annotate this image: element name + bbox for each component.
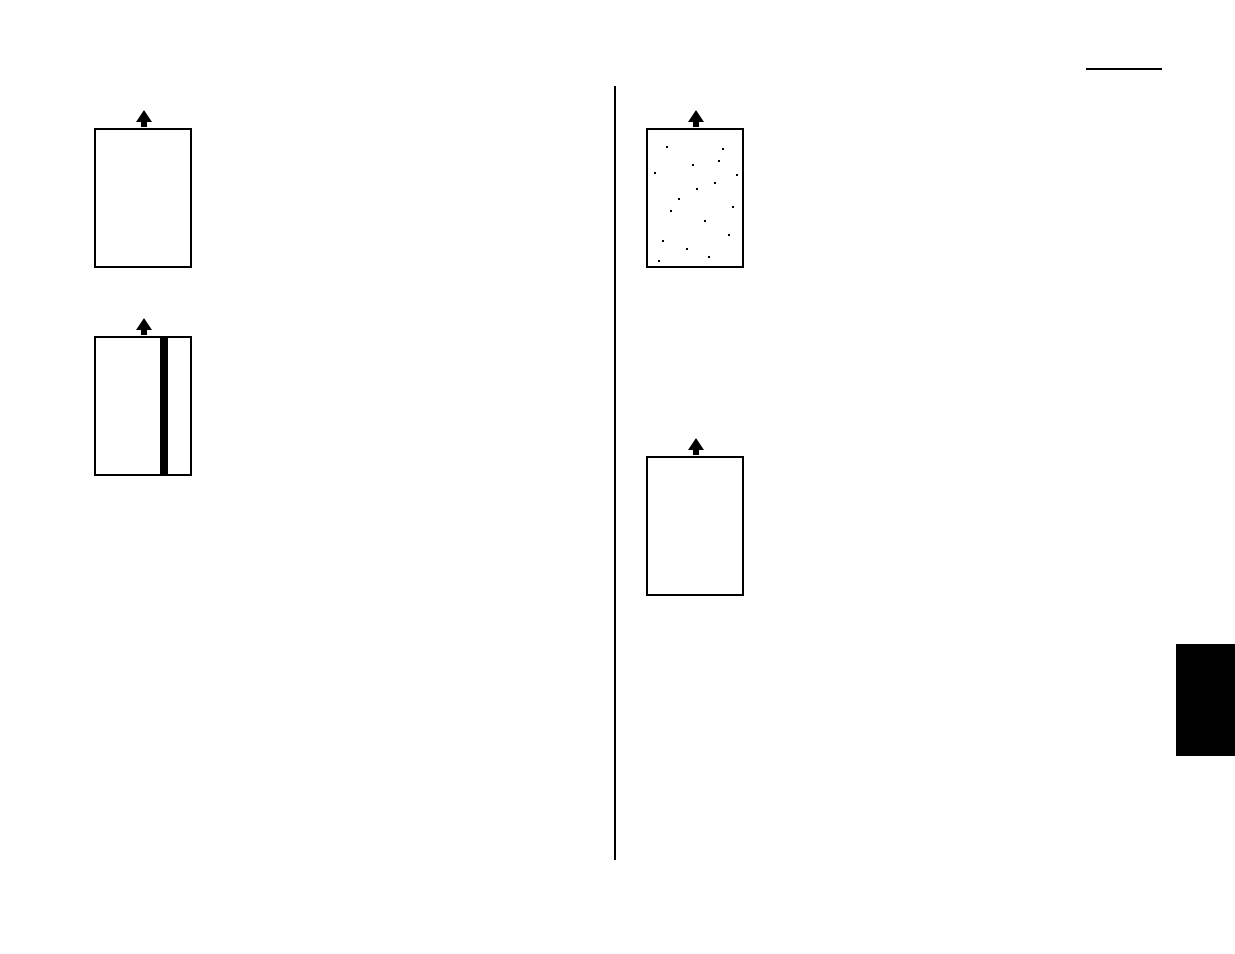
speck-dot xyxy=(736,174,738,176)
side-tab xyxy=(1176,644,1235,756)
speck-dot xyxy=(692,164,694,166)
speck-dot xyxy=(696,188,698,190)
speck-dot xyxy=(718,160,720,162)
speck-dot xyxy=(728,234,730,236)
speck-dot xyxy=(670,210,672,212)
header-rule xyxy=(1086,68,1162,70)
speck-dot xyxy=(722,148,724,150)
center-divider xyxy=(614,86,616,860)
diagram-box-left-bottom xyxy=(94,336,192,476)
diagram-box-left-top xyxy=(94,128,192,268)
speck-dot xyxy=(714,182,716,184)
speck-dot xyxy=(678,198,680,200)
arrow-up-icon xyxy=(688,110,704,122)
vertical-stripe xyxy=(160,338,168,474)
arrow-up-icon xyxy=(136,318,152,330)
speck-dot xyxy=(704,220,706,222)
speck-dot xyxy=(662,240,664,242)
speck-dot xyxy=(658,260,660,262)
arrow-up-icon xyxy=(136,110,152,122)
speck-dot xyxy=(686,248,688,250)
speck-dot xyxy=(732,206,734,208)
diagram-box-right-bottom xyxy=(646,456,744,596)
arrow-up-icon xyxy=(688,438,704,450)
diagram-box-right-top xyxy=(646,128,744,268)
speck-dot xyxy=(666,146,668,148)
speck-dot xyxy=(654,172,656,174)
speck-dot xyxy=(708,256,710,258)
